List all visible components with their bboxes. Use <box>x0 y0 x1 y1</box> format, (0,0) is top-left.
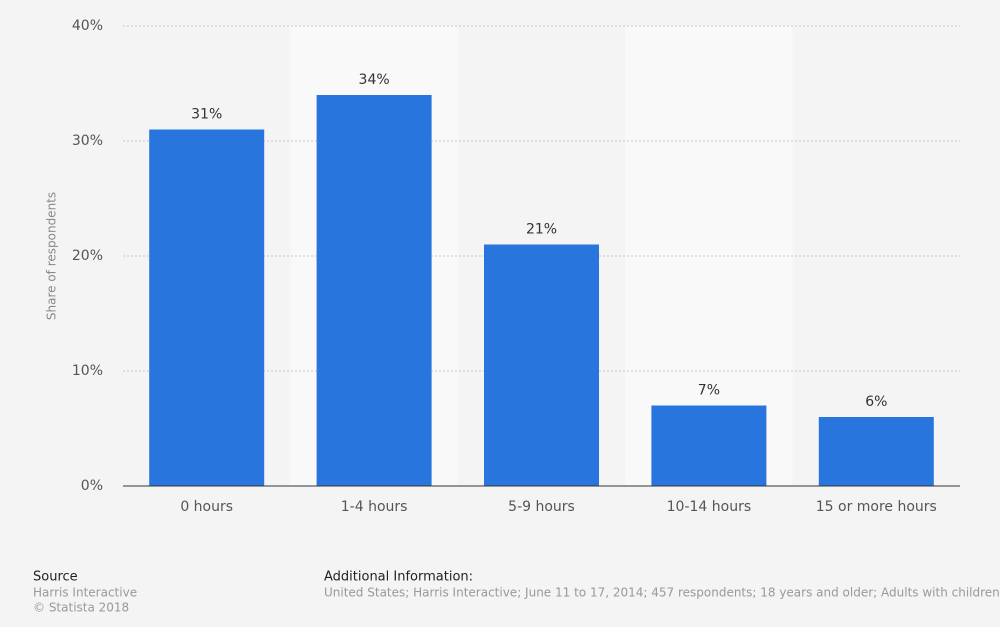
info-title: Additional Information: <box>324 570 473 585</box>
value-label: 34% <box>359 72 390 88</box>
info-text: United States; Harris Interactive; June … <box>324 586 1000 600</box>
y-tick-label: 10% <box>72 363 103 379</box>
x-tick-label: 1-4 hours <box>341 499 408 515</box>
y-tick-label: 40% <box>72 18 103 34</box>
y-axis-label: Share of respondents <box>45 192 59 320</box>
bar <box>316 95 432 486</box>
x-tick-label: 10-14 hours <box>667 499 752 515</box>
y-tick-label: 0% <box>81 478 103 494</box>
y-tick-label: 20% <box>72 248 103 264</box>
value-label: 7% <box>698 383 720 399</box>
source-line: Harris Interactive <box>33 586 137 600</box>
bar <box>651 405 767 486</box>
value-label: 21% <box>526 222 557 238</box>
source-title: Source <box>33 570 78 585</box>
value-label: 31% <box>191 107 222 123</box>
x-tick-label: 15 or more hours <box>816 499 937 515</box>
x-tick-label: 0 hours <box>180 499 233 515</box>
bar <box>149 129 265 486</box>
y-tick-label: 30% <box>72 133 103 149</box>
value-label: 6% <box>865 394 887 410</box>
x-tick-label: 5-9 hours <box>508 499 575 515</box>
bar <box>484 244 599 486</box>
bar <box>818 417 934 486</box>
source-line: © Statista 2018 <box>33 601 129 615</box>
